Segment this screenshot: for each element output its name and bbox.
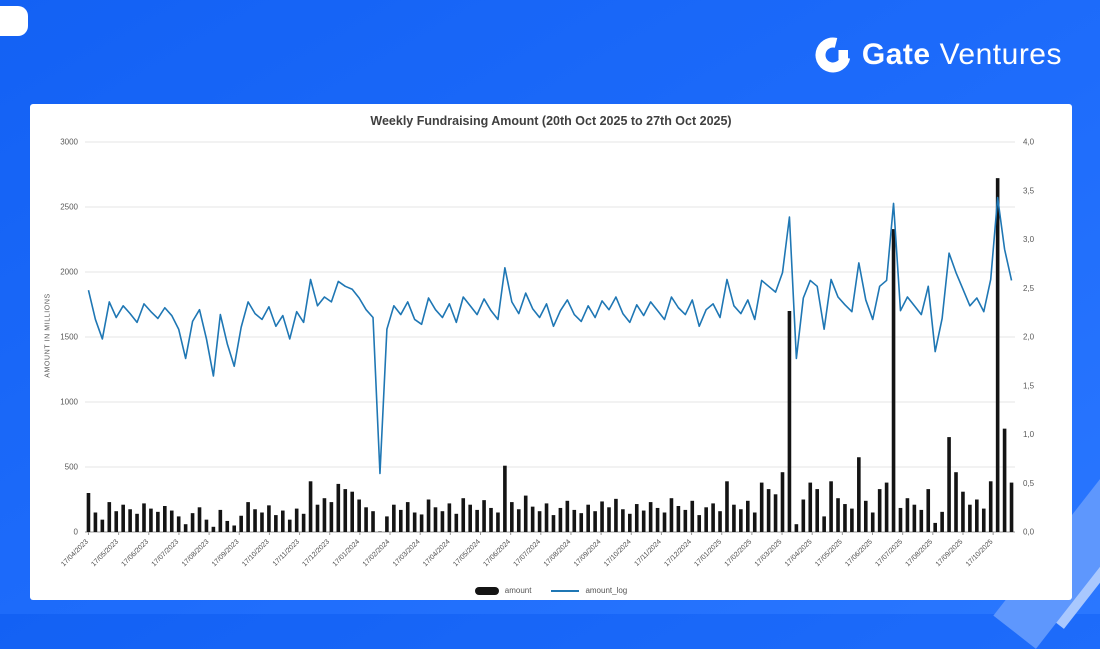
brand-name-bold: Gate xyxy=(861,38,931,71)
chart-plot: 0 500 1000 1500 2000 2500 3000 0,0 0,5 1,0 1,5 2,0 2… xyxy=(60,138,1035,569)
legend-item-amount: amount xyxy=(474,586,532,595)
svg-text:17/02/2024: 17/02/2024 xyxy=(362,538,392,568)
svg-text:17/05/2023: 17/05/2023 xyxy=(90,538,120,568)
gate-logo-icon xyxy=(814,36,852,74)
amount-log-line xyxy=(87,196,1013,475)
svg-text:17/02/2025: 17/02/2025 xyxy=(724,538,754,568)
svg-text:3,5: 3,5 xyxy=(1023,186,1035,195)
svg-text:17/04/2023: 17/04/2023 xyxy=(60,538,90,568)
svg-text:2500: 2500 xyxy=(60,203,78,212)
svg-text:17/09/2024: 17/09/2024 xyxy=(573,538,603,568)
chart-panel: Weekly Fundraising Amount (20th Oct 2025… xyxy=(30,104,1072,600)
brand-name-light: Ventures xyxy=(939,38,1062,71)
svg-text:17/12/2024: 17/12/2024 xyxy=(663,538,693,568)
svg-text:1,0: 1,0 xyxy=(1023,430,1035,439)
svg-text:3000: 3000 xyxy=(60,138,78,147)
svg-text:17/08/2024: 17/08/2024 xyxy=(543,538,573,568)
svg-text:17/04/2025: 17/04/2025 xyxy=(784,538,814,568)
svg-text:1,5: 1,5 xyxy=(1023,381,1035,390)
svg-text:17/06/2025: 17/06/2025 xyxy=(844,538,874,568)
legend-label-amount-log: amount_log xyxy=(585,586,628,595)
svg-text:17/08/2025: 17/08/2025 xyxy=(904,538,934,568)
svg-text:500: 500 xyxy=(65,463,79,472)
svg-text:17/03/2024: 17/03/2024 xyxy=(392,538,422,568)
svg-text:17/05/2024: 17/05/2024 xyxy=(452,538,482,568)
legend-label-amount: amount xyxy=(504,586,532,595)
amount-bars xyxy=(86,178,1014,532)
svg-text:17/04/2024: 17/04/2024 xyxy=(422,538,452,568)
svg-text:17/12/2023: 17/12/2023 xyxy=(301,538,331,568)
svg-text:17/05/2025: 17/05/2025 xyxy=(814,538,844,568)
svg-text:2,5: 2,5 xyxy=(1023,284,1035,293)
svg-text:17/11/2024: 17/11/2024 xyxy=(633,538,662,567)
svg-text:17/06/2023: 17/06/2023 xyxy=(120,538,150,568)
svg-text:17/07/2023: 17/07/2023 xyxy=(151,538,181,568)
amount-bar-swatch-icon xyxy=(474,586,499,595)
svg-text:3,0: 3,0 xyxy=(1023,235,1035,244)
chart-title: Weekly Fundraising Amount (20th Oct 2025… xyxy=(370,114,732,128)
svg-text:17/09/2025: 17/09/2025 xyxy=(935,538,965,568)
svg-text:17/09/2023: 17/09/2023 xyxy=(211,538,241,568)
svg-text:17/07/2024: 17/07/2024 xyxy=(512,538,542,568)
svg-text:17/08/2023: 17/08/2023 xyxy=(181,538,211,568)
svg-text:0,5: 0,5 xyxy=(1023,479,1035,488)
svg-text:17/10/2025: 17/10/2025 xyxy=(965,538,995,568)
brand-logo: Gate Ventures xyxy=(814,36,1062,74)
chart-legend: amount amount_log xyxy=(30,586,1072,595)
amount-log-line-swatch-icon xyxy=(551,589,580,592)
svg-text:17/11/2023: 17/11/2023 xyxy=(272,538,301,567)
svg-text:17/10/2023: 17/10/2023 xyxy=(241,538,271,568)
svg-text:17/01/2024: 17/01/2024 xyxy=(332,538,362,568)
svg-text:17/07/2025: 17/07/2025 xyxy=(874,538,904,568)
corner-accent xyxy=(0,6,28,36)
svg-text:17/01/2025: 17/01/2025 xyxy=(693,538,723,568)
svg-text:1000: 1000 xyxy=(60,398,78,407)
svg-text:17/03/2025: 17/03/2025 xyxy=(754,538,784,568)
legend-item-amount-log: amount_log xyxy=(551,586,627,595)
svg-text:1500: 1500 xyxy=(60,333,78,342)
brand-name: Gate Ventures xyxy=(862,38,1062,72)
svg-text:0,0: 0,0 xyxy=(1023,528,1035,537)
svg-text:2,0: 2,0 xyxy=(1023,333,1035,342)
svg-text:4,0: 4,0 xyxy=(1023,138,1035,147)
x-axis-ticks: 17/04/2023 17/05/2023 17/06/2023 17/07/2023… xyxy=(60,532,995,568)
right-axis-ticks: 0,0 0,5 1,0 1,5 2,0 2,5 3,0 3,5 4,0 xyxy=(1023,138,1035,537)
svg-text:0: 0 xyxy=(74,528,79,537)
svg-text:17/06/2024: 17/06/2024 xyxy=(482,538,512,568)
svg-text:2000: 2000 xyxy=(60,268,78,277)
left-axis-ticks: 0 500 1000 1500 2000 2500 3000 xyxy=(60,138,78,537)
svg-text:17/10/2024: 17/10/2024 xyxy=(603,538,633,568)
